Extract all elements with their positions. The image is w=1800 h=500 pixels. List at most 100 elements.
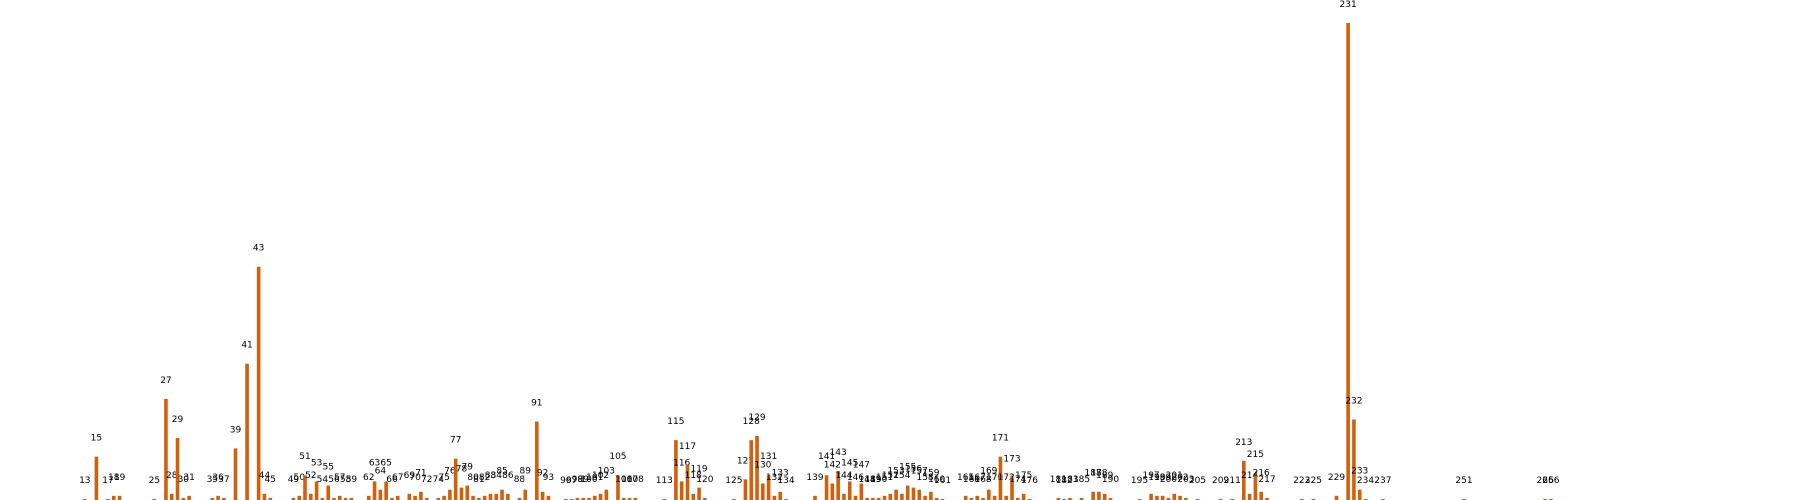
bar-label-203: 203 [1177, 475, 1194, 485]
bar-18 [111, 495, 116, 500]
bar-label-80: 80 [467, 473, 479, 483]
bar-78 [459, 487, 464, 500]
bar-213 [1242, 460, 1246, 500]
bar-label-132: 132 [766, 473, 783, 483]
bar-label-51: 51 [299, 452, 310, 462]
bar-185 [1079, 497, 1084, 500]
bar-label-103: 103 [598, 467, 615, 477]
bar-label-62: 62 [363, 473, 374, 483]
bar-label-225: 225 [1305, 476, 1322, 486]
bar-69 [407, 493, 412, 500]
bar-43 [256, 266, 261, 500]
bar-188 [1097, 491, 1101, 500]
bar-187 [1091, 491, 1095, 500]
bar-label-201: 201 [1166, 471, 1183, 481]
bar-100 [587, 497, 591, 500]
bar-200 [1166, 497, 1171, 500]
bar-label-66: 66 [386, 475, 398, 485]
bar-label-49: 49 [288, 475, 300, 485]
bar-label-139: 139 [806, 473, 823, 483]
bar-199 [1160, 495, 1165, 500]
bar-44 [262, 493, 267, 500]
bar-label-151: 151 [876, 473, 893, 483]
bar-label-70: 70 [409, 473, 421, 483]
bar-label-142: 142 [824, 460, 841, 470]
bar-label-85: 85 [496, 467, 507, 477]
bar-31 [187, 495, 191, 500]
bar-label-158: 158 [916, 473, 933, 483]
bar-132 [772, 495, 777, 500]
bar-101 [592, 495, 597, 500]
bar-156 [911, 487, 916, 500]
bar-67 [395, 495, 400, 500]
bar-166 [969, 497, 974, 500]
bar-86 [506, 493, 510, 500]
bar-54 [320, 497, 325, 500]
bar-63 [372, 481, 377, 500]
bar-label-160: 160 [928, 475, 945, 485]
bar-64 [378, 489, 383, 500]
bar-label-78: 78 [456, 465, 468, 475]
bar-19 [117, 495, 122, 500]
bar-label-30: 30 [178, 475, 190, 485]
bar-189 [1102, 493, 1107, 500]
bar-75 [442, 495, 446, 500]
bar-label-92: 92 [537, 469, 548, 479]
bar-label-175: 175 [1015, 471, 1032, 481]
bar-143 [836, 471, 840, 500]
bar-66 [390, 497, 394, 500]
bar-label-108: 108 [627, 475, 644, 485]
bar-209 [1218, 498, 1223, 500]
bar-59 [349, 497, 354, 500]
bar-118 [691, 493, 696, 500]
bar-label-91: 91 [531, 399, 542, 409]
bar-label-152: 152 [882, 471, 899, 481]
bar-label-237: 237 [1374, 476, 1391, 486]
bar-155 [905, 485, 910, 500]
bar-label-97: 97 [566, 476, 577, 486]
bar-71 [419, 491, 423, 500]
bar-label-150: 150 [870, 475, 887, 485]
bar-62 [366, 495, 371, 500]
bar-label-149: 149 [864, 475, 881, 485]
bar-174 [1016, 497, 1020, 500]
bar-98 [575, 497, 580, 500]
bar-label-171: 171 [992, 434, 1009, 444]
bar-label-118: 118 [685, 471, 702, 481]
bar-label-69: 69 [404, 471, 416, 481]
bar-144 [842, 493, 846, 500]
bar-label-141: 141 [818, 452, 835, 462]
bar-label-65: 65 [380, 458, 391, 468]
bar-label-41: 41 [241, 341, 252, 351]
bar-label-131: 131 [760, 452, 777, 462]
bar-160 [934, 497, 939, 500]
bar-label-102: 102 [592, 471, 609, 481]
bar-225 [1311, 498, 1316, 500]
bar-label-100: 100 [580, 475, 597, 485]
bar-232 [1352, 419, 1356, 500]
bar-151 [882, 495, 887, 500]
bar-211 [1230, 498, 1235, 500]
bar-label-146: 146 [847, 473, 864, 483]
bar-label-234: 234 [1357, 476, 1374, 486]
bar-label-170: 170 [986, 473, 1003, 483]
bar-49 [291, 497, 296, 500]
bar-70 [413, 495, 417, 500]
bar-label-176: 176 [1021, 476, 1038, 486]
bar-35 [210, 497, 215, 500]
bar-51 [303, 475, 307, 500]
bar-label-127: 127 [737, 456, 754, 466]
bar-label-54: 54 [317, 475, 329, 485]
bar-label-43: 43 [253, 244, 264, 254]
bar-label-145: 145 [841, 458, 858, 468]
bar-158 [923, 495, 927, 500]
bar-label-190: 190 [1102, 475, 1119, 485]
bar-label-197: 197 [1142, 471, 1159, 481]
bar-182 [1062, 498, 1066, 500]
bar-170 [992, 495, 997, 500]
bar-label-130: 130 [754, 460, 771, 470]
bar-13 [83, 498, 87, 500]
bar-label-216: 216 [1253, 469, 1270, 479]
bar-27 [164, 398, 168, 500]
bar-label-35: 35 [207, 475, 218, 485]
